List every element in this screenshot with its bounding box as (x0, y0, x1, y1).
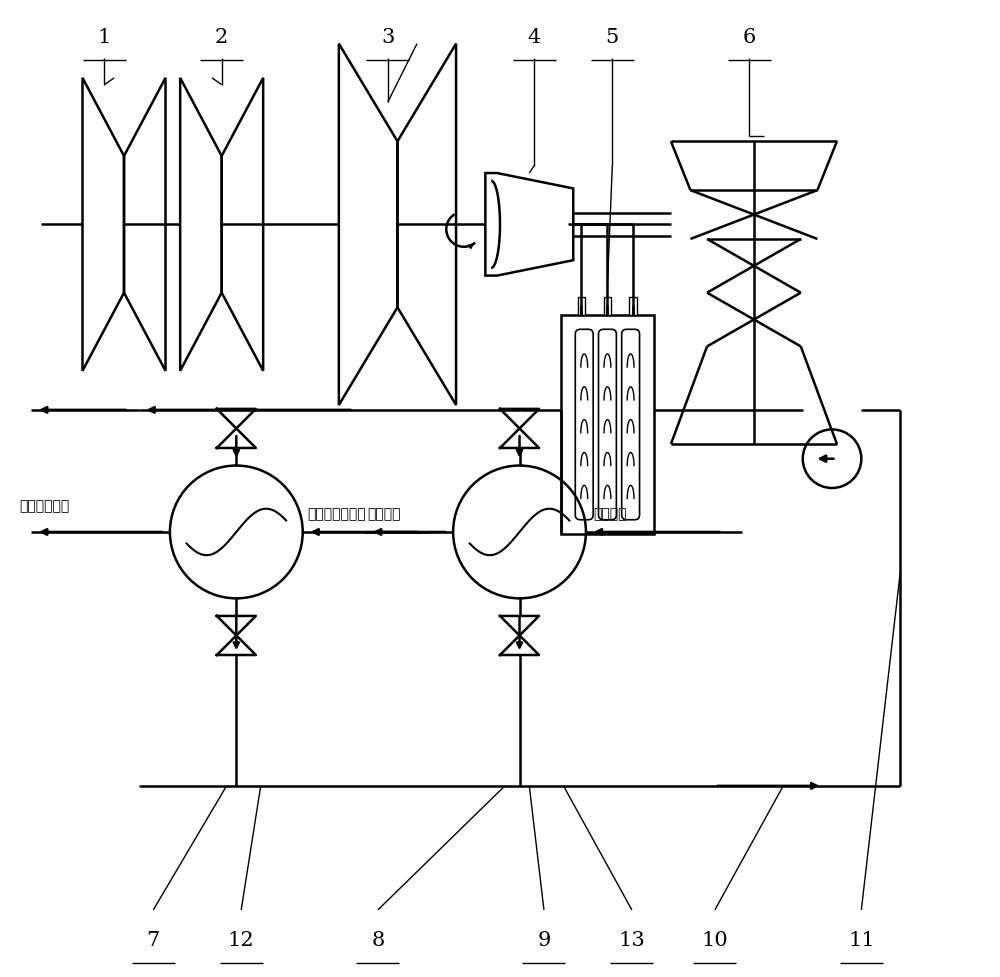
Bar (561, 316, 654, 534)
Text: 7: 7 (147, 930, 160, 949)
Text: 4: 4 (528, 28, 541, 47)
Text: 13: 13 (618, 930, 645, 949)
Text: 热网回水: 热网回水 (594, 507, 627, 521)
Text: 高加出口旁路来: 高加出口旁路来 (308, 507, 366, 521)
Bar (578, 298, 585, 316)
Bar (629, 298, 637, 316)
Text: 12: 12 (228, 930, 255, 949)
Bar (604, 298, 611, 316)
Text: 8: 8 (371, 930, 385, 949)
Text: 9: 9 (537, 930, 551, 949)
Text: 11: 11 (848, 930, 875, 949)
Text: 热网供水: 热网供水 (367, 507, 401, 521)
Text: 1: 1 (98, 28, 111, 47)
Text: 5: 5 (606, 28, 619, 47)
Text: 6: 6 (742, 28, 756, 47)
Text: 10: 10 (701, 930, 728, 949)
Text: 2: 2 (215, 28, 228, 47)
Text: 去省煤器出口: 去省煤器出口 (20, 499, 70, 513)
Text: 3: 3 (381, 28, 394, 47)
